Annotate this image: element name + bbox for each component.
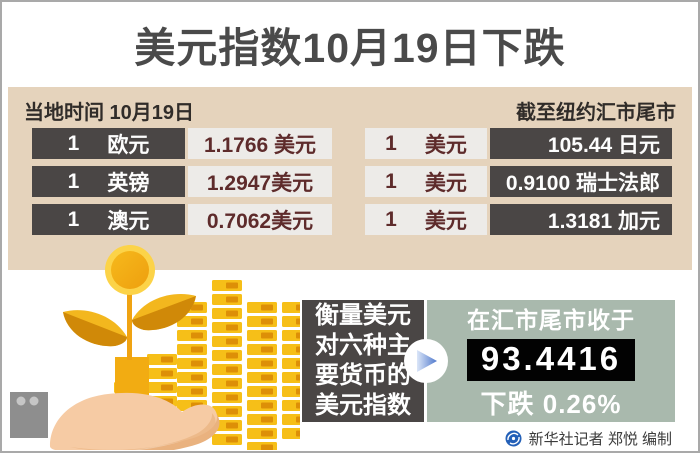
measure-line: 对六种主 <box>315 332 411 359</box>
rate-value-cell: 1.2947美元 <box>188 166 332 197</box>
rate-currency-cell: 1 美元 <box>365 204 487 235</box>
page-title: 美元指数10月19日下跌 <box>134 25 566 71</box>
measure-line: 美元指数 <box>315 392 411 419</box>
measure-line: 衡量美元 <box>315 302 411 329</box>
table-row: 1 欧元 1.1766 美元 1 美元 105.44 日元 <box>32 128 672 159</box>
cutoff-label: 截至纽约汇市尾市 <box>516 102 676 124</box>
rate-currency: 美元 <box>424 171 467 195</box>
table-row: 1 澳元 0.7062美元 1 美元 1.3181 加元 <box>32 204 672 235</box>
rate-currency-cell: 1 澳元 <box>32 204 185 235</box>
rate-currency-cell: 1 美元 <box>365 166 487 197</box>
gray-box-icon <box>10 392 48 438</box>
rates-table: 1 欧元 1.1766 美元 1 美元 105.44 日元 1 英镑 1.294… <box>32 128 672 242</box>
money-plant-illustration <box>10 245 300 450</box>
rate-currency: 美元 <box>424 133 467 157</box>
rate-amount: 1 <box>67 207 80 231</box>
rate-value-cell: 0.7062美元 <box>188 204 332 235</box>
rate-currency: 美元 <box>424 209 467 233</box>
rate-amount: 1 <box>67 169 80 193</box>
index-result-box: 在汇市尾市收于 93.4416 下跌 0.26% <box>427 300 675 422</box>
change-text: 下跌 0.26% <box>480 389 622 419</box>
arrow-right-icon <box>404 339 448 383</box>
rate-currency-cell: 1 英镑 <box>32 166 185 197</box>
index-value: 93.4416 <box>466 339 636 381</box>
measure-line: 要货币的 <box>315 362 411 389</box>
rate-currency: 澳元 <box>107 209 150 233</box>
rates-panel: 当地时间 10月19日 截至纽约汇市尾市 1 欧元 1.1766 美元 1 美元… <box>8 87 692 270</box>
xinhua-logo-icon <box>505 430 522 447</box>
rate-currency-cell: 1 美元 <box>365 128 487 159</box>
rate-amount: 1 <box>385 169 397 193</box>
credit-line: 新华社记者 郑悦 编制 <box>505 428 672 449</box>
local-time-label: 当地时间 10月19日 <box>24 102 195 124</box>
rate-value-cell: 0.9100 瑞士法郎 <box>490 166 672 197</box>
rate-value-cell: 105.44 日元 <box>490 128 672 159</box>
plant-stem-icon <box>127 290 132 360</box>
rate-amount: 1 <box>385 131 397 155</box>
coin-flower-icon <box>105 245 155 295</box>
credit-text: 新华社记者 郑悦 编制 <box>528 431 672 448</box>
closing-label: 在汇市尾市收于 <box>467 307 635 333</box>
rate-currency: 英镑 <box>107 171 150 195</box>
rate-amount: 1 <box>67 131 80 155</box>
rate-amount: 1 <box>385 207 397 231</box>
table-row: 1 英镑 1.2947美元 1 美元 0.9100 瑞士法郎 <box>32 166 672 197</box>
plant-leaves-icon <box>63 293 196 347</box>
dollar-index-description-box: 衡量美元 对六种主 要货币的 美元指数 <box>302 300 424 422</box>
rate-currency-cell: 1 欧元 <box>32 128 185 159</box>
hand-icon <box>50 392 220 450</box>
rate-value-cell: 1.3181 加元 <box>490 204 672 235</box>
rate-value-cell: 1.1766 美元 <box>188 128 332 159</box>
rate-currency: 欧元 <box>107 133 150 157</box>
